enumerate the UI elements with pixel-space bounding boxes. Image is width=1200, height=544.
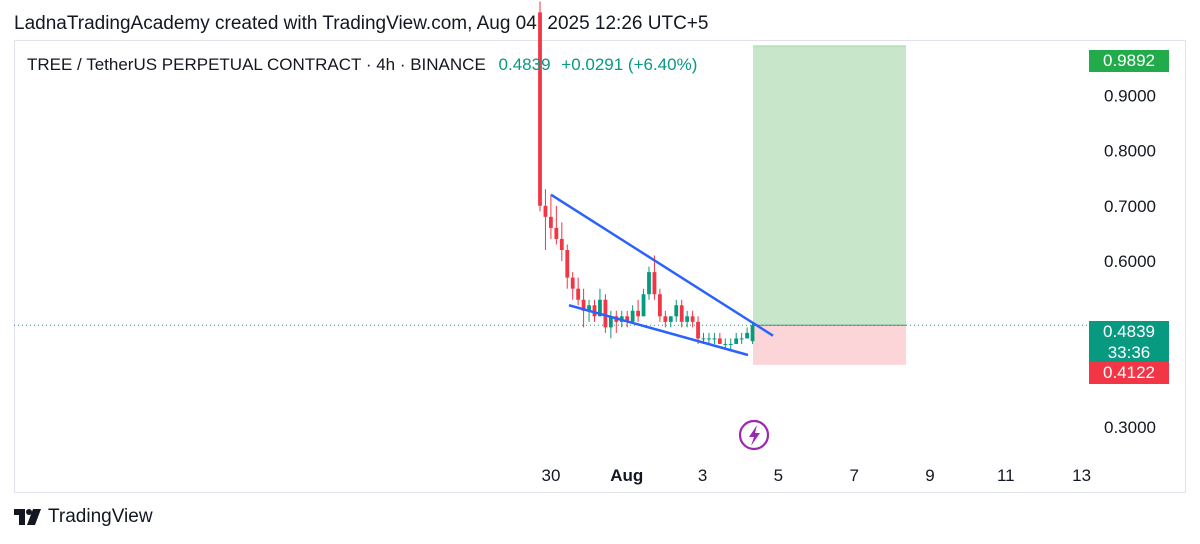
candle-body	[570, 277, 575, 289]
candle-body	[636, 310, 640, 317]
candle-body	[717, 338, 722, 344]
candle-body	[559, 238, 564, 250]
current-price-value: 0.4839	[1103, 322, 1155, 341]
tradingview-logo-icon	[14, 509, 41, 525]
candle-body	[658, 294, 662, 317]
last-price: 0.4839	[498, 55, 551, 74]
candle-body	[608, 316, 613, 328]
candle-body	[538, 12, 542, 206]
candle-body	[581, 299, 586, 311]
bar-countdown: 33:36	[1107, 343, 1151, 362]
wedge-lower-trendline	[568, 304, 749, 357]
x-tick-label: 7	[849, 466, 858, 485]
candle-body	[549, 216, 553, 228]
candle-body	[690, 316, 695, 322]
y-tick-label: 0.3000	[1104, 418, 1156, 437]
candle-body	[707, 338, 711, 340]
candle-body	[647, 272, 651, 295]
candle-body	[723, 343, 728, 345]
x-tick-label: 30	[542, 466, 561, 485]
candle-body	[592, 305, 597, 317]
tradingview-logo[interactable]: TradingView	[14, 506, 153, 528]
candle-body	[630, 310, 635, 322]
stop-price-badge: 0.4122	[1089, 362, 1169, 384]
chart-credit: LadnaTradingAcademy created with Trading…	[14, 13, 709, 34]
candle-body	[739, 338, 744, 340]
x-tick-label: Aug	[610, 466, 643, 485]
symbol-legend[interactable]: TREE / TetherUS PERPETUAL CONTRACT · 4h …	[27, 55, 697, 75]
lightning-alert-icon[interactable]	[738, 419, 770, 451]
x-tick-label: 13	[1072, 466, 1091, 485]
candle-body	[674, 305, 679, 317]
candle-body	[543, 205, 548, 217]
y-tick-label: 0.6000	[1104, 252, 1156, 271]
footer-brand: TradingView	[48, 506, 153, 527]
candle-body	[663, 316, 668, 322]
candle-body	[554, 227, 559, 239]
candle-body	[701, 338, 706, 340]
candle-body	[641, 294, 646, 317]
x-tick-label: 11	[997, 466, 1015, 485]
price-change: +0.0291 (+6.40%)	[561, 55, 698, 74]
candle-body	[603, 299, 608, 328]
y-tick-label: 0.7000	[1104, 197, 1156, 216]
candle-body	[728, 343, 733, 345]
x-tick-label: 5	[774, 466, 783, 485]
profit-zone	[753, 45, 906, 326]
candle-body	[734, 338, 739, 344]
candle-body	[685, 316, 690, 322]
loss-zone	[753, 325, 906, 365]
candle-body	[598, 299, 602, 317]
candle-body	[652, 272, 657, 295]
candle-body	[576, 288, 581, 300]
candle-body	[712, 338, 717, 340]
x-tick-label: 3	[698, 466, 707, 485]
symbol-title: TREE / TetherUS PERPETUAL CONTRACT · 4h …	[27, 55, 486, 74]
x-tick-label: 9	[925, 466, 934, 485]
candle-body	[668, 316, 673, 322]
candle-body	[587, 305, 591, 311]
y-tick-label: 0.8000	[1104, 142, 1156, 161]
candle-body	[625, 316, 630, 322]
y-tick-label: 0.9000	[1104, 86, 1156, 105]
candle-body	[745, 332, 749, 339]
candle-body	[696, 321, 700, 339]
candle-body	[679, 305, 684, 322]
candle-body	[565, 250, 570, 278]
target-price-badge: 0.9892	[1089, 50, 1169, 72]
wedge-upper-trendline	[550, 193, 774, 337]
candle-body	[750, 325, 755, 342]
current-price-badge: 0.4839 33:36	[1089, 321, 1169, 365]
chart-pane[interactable]	[14, 40, 1186, 493]
